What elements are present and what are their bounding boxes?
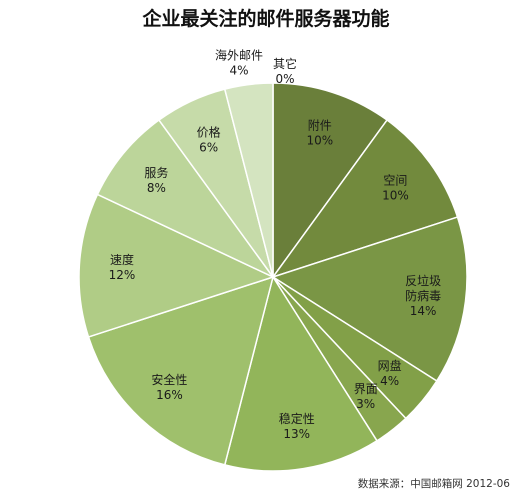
slice-10-label: 海外邮件 4% [215, 48, 263, 78]
slice-6-label: 安全性 16% [151, 372, 187, 402]
slice-11-label: 其它 0% [273, 56, 297, 86]
slice-5-label: 稳定性 13% [279, 411, 315, 441]
slice-1-label: 空间 10% [382, 174, 409, 203]
slice-5 [223, 275, 378, 472]
slice-4-label: 界面 3% [354, 382, 378, 411]
slice-8 [96, 119, 274, 278]
slice-0-label: 附件 10% [306, 119, 333, 148]
slice-10 [223, 82, 274, 278]
slice-3-label: 网盘 4% [378, 358, 402, 388]
chart-title: 企业最关注的邮件服务器功能 [141, 7, 389, 30]
slice-2-label: 反垃圾防病毒 14% [405, 273, 441, 318]
slice-7-label: 速度 12% [109, 252, 136, 282]
slice-7 [78, 193, 276, 338]
slice-1 [271, 119, 459, 279]
slice-8-label: 服务 8% [144, 165, 168, 195]
data-source: 数据来源：中国邮箱网 2012-06 [358, 477, 511, 490]
pie-slices [78, 82, 468, 472]
slice-9-label: 价格 6% [197, 125, 221, 155]
slice-2 [271, 216, 468, 382]
slice-0 [272, 82, 389, 280]
slice-6 [87, 275, 275, 466]
pie-labels: 附件 10% 空间 10% 反垃圾防病毒 14% 网盘 4%界面 3% 稳定性 13% 安全性 16% 速… [109, 48, 441, 442]
